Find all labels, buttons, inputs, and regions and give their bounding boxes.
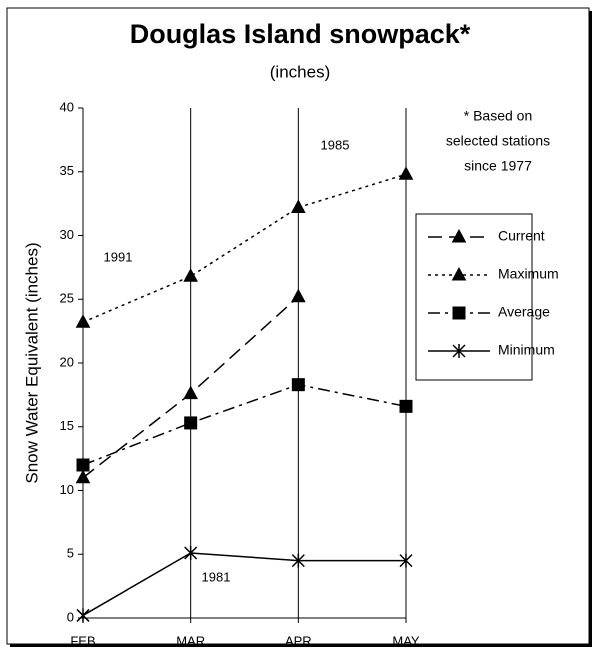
marker	[290, 199, 306, 213]
marker	[75, 469, 91, 484]
y-tick-label: 35	[60, 163, 74, 178]
x-tick-label: FEB	[70, 633, 95, 648]
marker	[184, 416, 198, 430]
marker	[290, 288, 306, 303]
annotation: 1985	[321, 137, 350, 152]
legend-label: Minimum	[498, 342, 555, 358]
chart-subtitle: (inches)	[270, 62, 330, 81]
marker	[398, 166, 414, 180]
marker	[183, 385, 199, 400]
legend-label: Average	[498, 304, 550, 320]
marker	[452, 344, 466, 358]
series-line	[82, 173, 407, 323]
x-tick-label: MAR	[176, 633, 205, 648]
annotation: 1991	[104, 249, 133, 264]
marker	[183, 268, 199, 282]
marker	[75, 314, 91, 328]
note: since 1977	[464, 158, 532, 174]
marker	[291, 553, 305, 568]
x-tick-label: APR	[285, 633, 312, 648]
legend-label: Maximum	[498, 266, 559, 282]
marker	[452, 306, 466, 320]
series-line	[82, 552, 406, 617]
legend-box	[415, 213, 533, 381]
y-tick-label: 0	[67, 609, 74, 624]
marker	[399, 399, 413, 413]
legend-label: Current	[498, 228, 545, 244]
y-tick-label: 15	[60, 418, 74, 433]
marker	[76, 608, 90, 623]
annotation: 1981	[202, 569, 231, 584]
y-axis-label: Snow Water Equivalent (inches)	[22, 242, 41, 483]
y-tick-label: 5	[67, 546, 74, 561]
x-tick-label: MAY	[392, 633, 420, 648]
marker	[184, 545, 198, 560]
y-tick-label: 40	[60, 99, 74, 114]
marker	[399, 553, 413, 568]
note: * Based on	[464, 108, 533, 124]
note: selected stations	[446, 133, 550, 149]
y-tick-label: 30	[60, 227, 74, 242]
chart-title: Douglas Island snowpack*	[130, 19, 471, 49]
y-tick-label: 10	[60, 482, 74, 497]
series-line	[82, 383, 407, 466]
marker	[451, 228, 467, 243]
marker	[291, 378, 305, 392]
y-tick-label: 25	[60, 291, 74, 306]
marker	[451, 266, 467, 281]
marker	[76, 458, 90, 472]
y-tick-label: 20	[60, 354, 74, 369]
